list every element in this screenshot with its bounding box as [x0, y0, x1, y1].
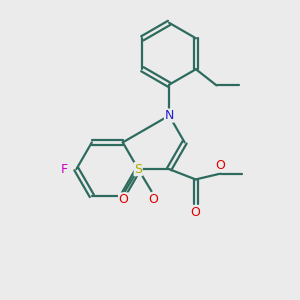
Text: O: O	[191, 206, 201, 219]
Text: O: O	[148, 193, 158, 206]
Text: O: O	[216, 159, 226, 172]
Text: O: O	[118, 193, 128, 206]
Text: S: S	[134, 163, 142, 176]
Text: N: N	[164, 109, 174, 122]
Text: F: F	[61, 163, 68, 176]
